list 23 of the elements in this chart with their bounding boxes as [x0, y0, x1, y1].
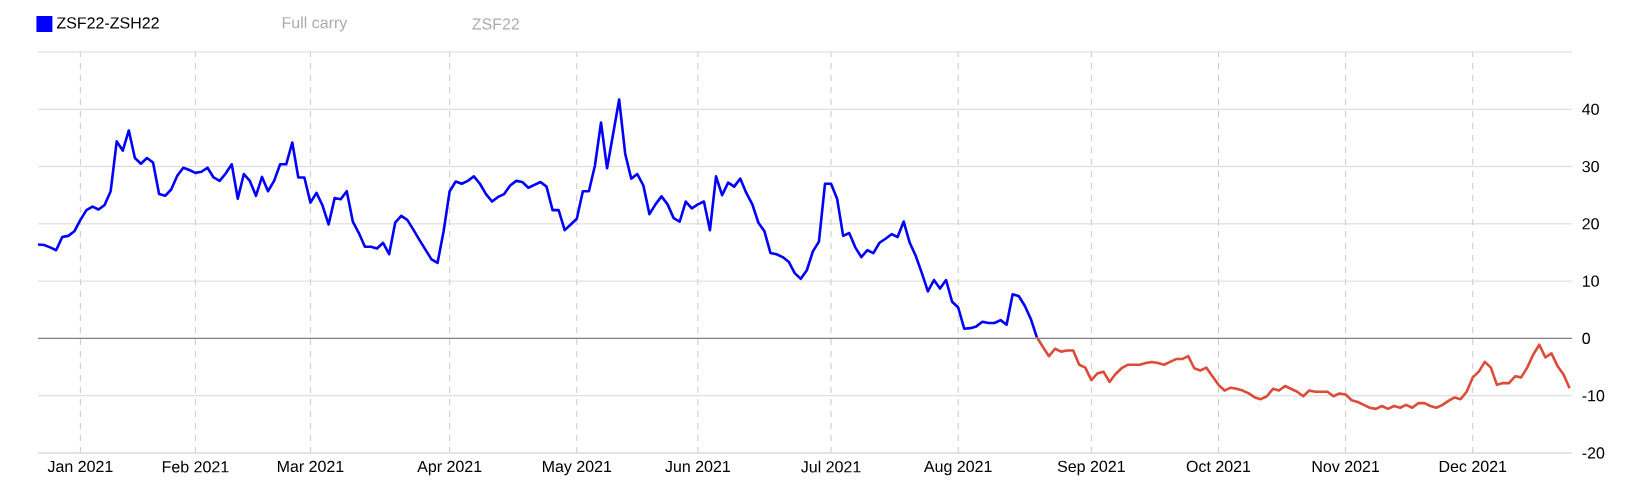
y-tick-label: 30 [1582, 160, 1599, 173]
legend-label: ZSF22-ZSH22 [56, 17, 159, 29]
y-tick-label: -10 [1582, 390, 1605, 402]
x-tick-label: Jan 2021 [47, 460, 113, 473]
x-tick-label: Sep 2021 [1057, 460, 1125, 476]
x-tick-label: May 2021 [542, 460, 612, 476]
y-tick-label: 10 [1582, 275, 1599, 287]
y-tick-label: 0 [1582, 332, 1591, 345]
x-tick-label: Mar 2021 [277, 460, 344, 473]
x-tick-label: Feb 2021 [162, 460, 229, 473]
x-tick-label: Aug 2021 [923, 460, 992, 476]
x-tick-label: Oct 2021 [1186, 460, 1251, 473]
text: ZSF22 [472, 18, 519, 30]
y-tick-label: 20 [1582, 218, 1599, 230]
x-tick-label: Jun 2021 [665, 460, 730, 473]
x-tick-label: Dec 2021 [1439, 460, 1507, 473]
y-tick-label: -20 [1582, 447, 1605, 459]
x-tick-label: Nov 2021 [1312, 460, 1380, 473]
x-tick-label: Jul 2021 [801, 460, 861, 473]
y-tick-label: 40 [1582, 103, 1599, 115]
text: Full carry [282, 16, 348, 32]
x-tick-label: Apr 2021 [417, 460, 482, 476]
line-series [36, 98, 1039, 339]
